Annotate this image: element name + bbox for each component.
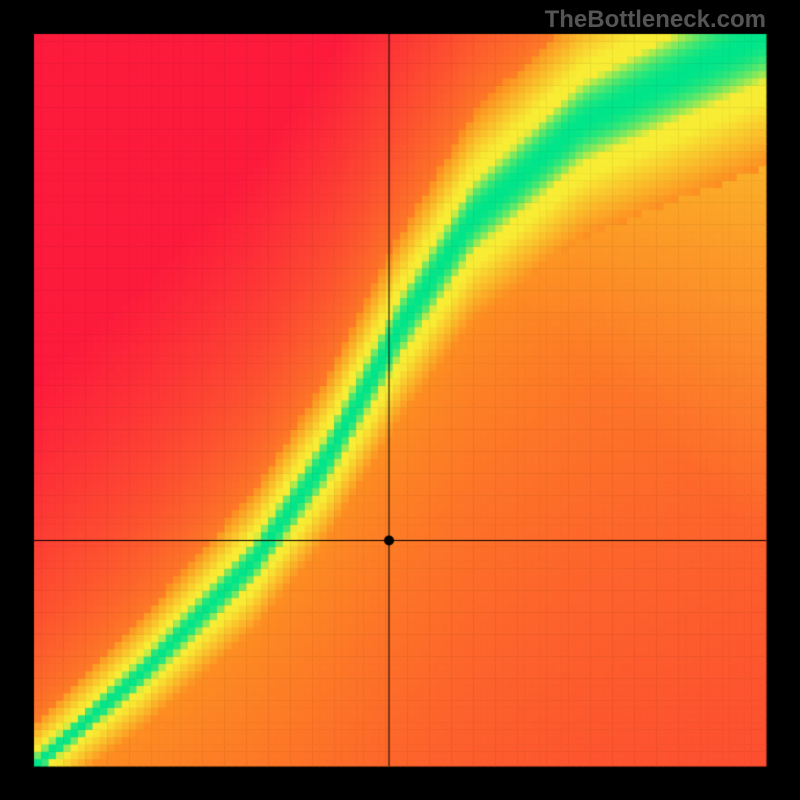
heatmap-canvas (0, 0, 800, 800)
chart-container: TheBottleneck.com (0, 0, 800, 800)
watermark-text: TheBottleneck.com (545, 6, 766, 34)
